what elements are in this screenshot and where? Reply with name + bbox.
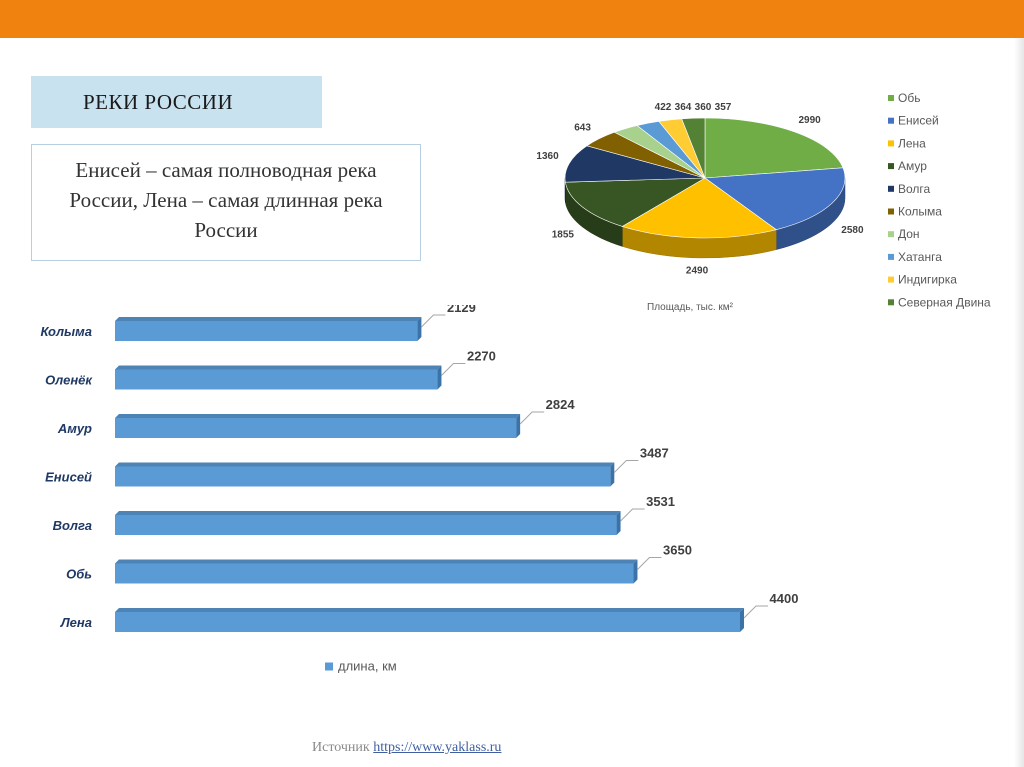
pie-legend-label-Дон: Дон bbox=[898, 227, 920, 241]
pie-value-label-Дон: 422 bbox=[655, 102, 672, 113]
bar-side-Колыма bbox=[417, 317, 422, 341]
pie-slice-Обь bbox=[704, 117, 844, 179]
pie-value-label-Енисей: 2580 bbox=[841, 225, 864, 236]
bar-side-Амур bbox=[516, 414, 521, 438]
pie-legend-swatch-Волга bbox=[888, 185, 894, 192]
pie-value-label-Амур: 1855 bbox=[552, 230, 575, 241]
pie-legend-swatch-Индигирка bbox=[888, 276, 894, 283]
bar-top-Колыма bbox=[115, 317, 422, 321]
pie-legend-swatch-Енисей bbox=[888, 117, 894, 124]
bar-category-label-Амур: Амур bbox=[57, 421, 92, 436]
pie-slice-Волга bbox=[564, 145, 706, 183]
bar-Енисей bbox=[115, 466, 611, 487]
source-link[interactable]: https://www.yaklass.ru bbox=[373, 740, 502, 755]
bar-leader-line-Енисей bbox=[613, 460, 639, 473]
pie-legend-label-Амур: Амур bbox=[898, 159, 927, 173]
bar-category-label-Обь: Обь bbox=[66, 567, 92, 582]
bar-leader-line-Колыма bbox=[421, 314, 446, 328]
bar-Обь bbox=[115, 563, 634, 584]
pie-slice-Северная Двина bbox=[681, 117, 706, 179]
pie-legend-swatch-Обь bbox=[888, 95, 894, 101]
bar-side-Енисей bbox=[610, 462, 615, 487]
bar-value-label-Колыма: 2129 bbox=[447, 305, 476, 315]
bar-side-Волга bbox=[616, 511, 621, 535]
pie-legend-label-Волга: Волга bbox=[898, 182, 931, 196]
bar-value-label-Енисей: 3487 bbox=[640, 446, 669, 461]
bar-top-Волга bbox=[115, 511, 621, 515]
slide-title-box: РЕКИ РОССИИ bbox=[31, 76, 322, 128]
slide-subtitle: Енисей – самая полноводная река России, … bbox=[69, 158, 383, 242]
bar-top-Лена bbox=[115, 608, 744, 612]
pie-legend-label-Северная Двина: Северная Двина bbox=[898, 295, 991, 309]
pie-value-label-Индигирка: 360 bbox=[695, 102, 712, 113]
pie-legend-label-Хатанга: Хатанга bbox=[898, 250, 942, 264]
pie-value-label-Лена: 2490 bbox=[686, 266, 709, 277]
bar-top-Обь bbox=[115, 559, 638, 564]
bar-top-Амур bbox=[115, 414, 521, 418]
bar-leader-line-Амур bbox=[519, 411, 545, 425]
bar-category-label-Оленёк: Оленёк bbox=[45, 373, 93, 388]
bar-top-Оленёк bbox=[115, 365, 442, 370]
bar-category-label-Колыма: Колыма bbox=[41, 324, 92, 339]
bar-category-label-Енисей: Енисей bbox=[45, 470, 92, 485]
pie-value-label-Северная Двина: 357 bbox=[715, 102, 732, 113]
bar-side-Лена bbox=[740, 608, 744, 632]
bar-side-Оленёк bbox=[437, 365, 442, 390]
pie-value-label-Обь: 2990 bbox=[798, 115, 821, 126]
pie-slice-Енисей bbox=[704, 167, 846, 230]
bar-chart: Колыма 2129 Оленёк 2270 Амур 2824 Енисей 3487 Во… bbox=[41, 305, 799, 674]
bar-top-Енисей bbox=[115, 462, 615, 467]
bar-value-label-Оленёк: 2270 bbox=[467, 349, 496, 364]
pie-slice-Амур bbox=[564, 177, 706, 227]
bar-legend-swatch bbox=[325, 662, 333, 671]
bar-value-label-Волга: 3531 bbox=[646, 494, 675, 509]
bar-side-Обь bbox=[633, 559, 638, 584]
pie-legend-label-Лена: Лена bbox=[898, 136, 926, 150]
pie-legend-label-Индигирка: Индигирка bbox=[898, 273, 957, 287]
bar-Колыма bbox=[115, 321, 418, 341]
top-accent-bar bbox=[0, 0, 1024, 38]
pie-legend-swatch-Северная Двина bbox=[888, 299, 894, 306]
bar-Волга bbox=[115, 515, 617, 535]
source-label: Источник bbox=[312, 740, 370, 755]
bar-leader-line-Обь bbox=[637, 557, 662, 570]
pie-legend-label-Обь: Обь bbox=[898, 91, 920, 105]
pie-caption: Площадь, тыс. км² bbox=[647, 302, 734, 313]
bar-value-label-Амур: 2824 bbox=[546, 397, 576, 412]
pie-legend-label-Енисей: Енисей bbox=[898, 114, 939, 128]
pie-value-label-Волга: 1360 bbox=[536, 151, 559, 162]
pie-legend-swatch-Амур bbox=[888, 163, 894, 170]
pie-slice-Лена bbox=[621, 177, 777, 239]
bar-category-label-Волга: Волга bbox=[53, 518, 92, 533]
bar-value-label-Лена: 4400 bbox=[770, 591, 799, 606]
pie-legend-swatch-Лена bbox=[888, 140, 894, 147]
bar-leader-line-Волга bbox=[620, 508, 645, 522]
pie-legend-label-Колыма: Колыма bbox=[898, 205, 942, 219]
pie-chart: 2990 2580 2490 1855 1360 643 422 364 360 357 Площа… bbox=[536, 91, 991, 313]
pie-value-label-Хатанга: 364 bbox=[675, 102, 692, 113]
right-shadow-edge bbox=[1014, 38, 1024, 767]
pie-value-label-Колыма: 643 bbox=[574, 122, 591, 133]
bar-Амур bbox=[115, 418, 517, 438]
pie-legend-swatch-Колыма bbox=[888, 208, 894, 215]
bar-category-label-Лена: Лена bbox=[60, 615, 92, 630]
bar-Оленёк bbox=[115, 369, 438, 390]
bar-value-label-Обь: 3650 bbox=[663, 543, 692, 558]
source-line: Источник https://www.yaklass.ru bbox=[312, 740, 501, 756]
pie-legend-swatch-Хатанга bbox=[888, 253, 894, 260]
bar-leader-line-Лена bbox=[743, 605, 768, 619]
pie-legend-swatch-Дон bbox=[888, 231, 894, 238]
bar-legend-label: длина, км bbox=[338, 659, 397, 674]
slide-subtitle-box: Енисей – самая полноводная река России, … bbox=[31, 144, 421, 261]
bar-Лена bbox=[115, 612, 740, 632]
slide-title: РЕКИ РОССИИ bbox=[83, 89, 234, 114]
bar-leader-line-Оленёк bbox=[441, 363, 466, 376]
